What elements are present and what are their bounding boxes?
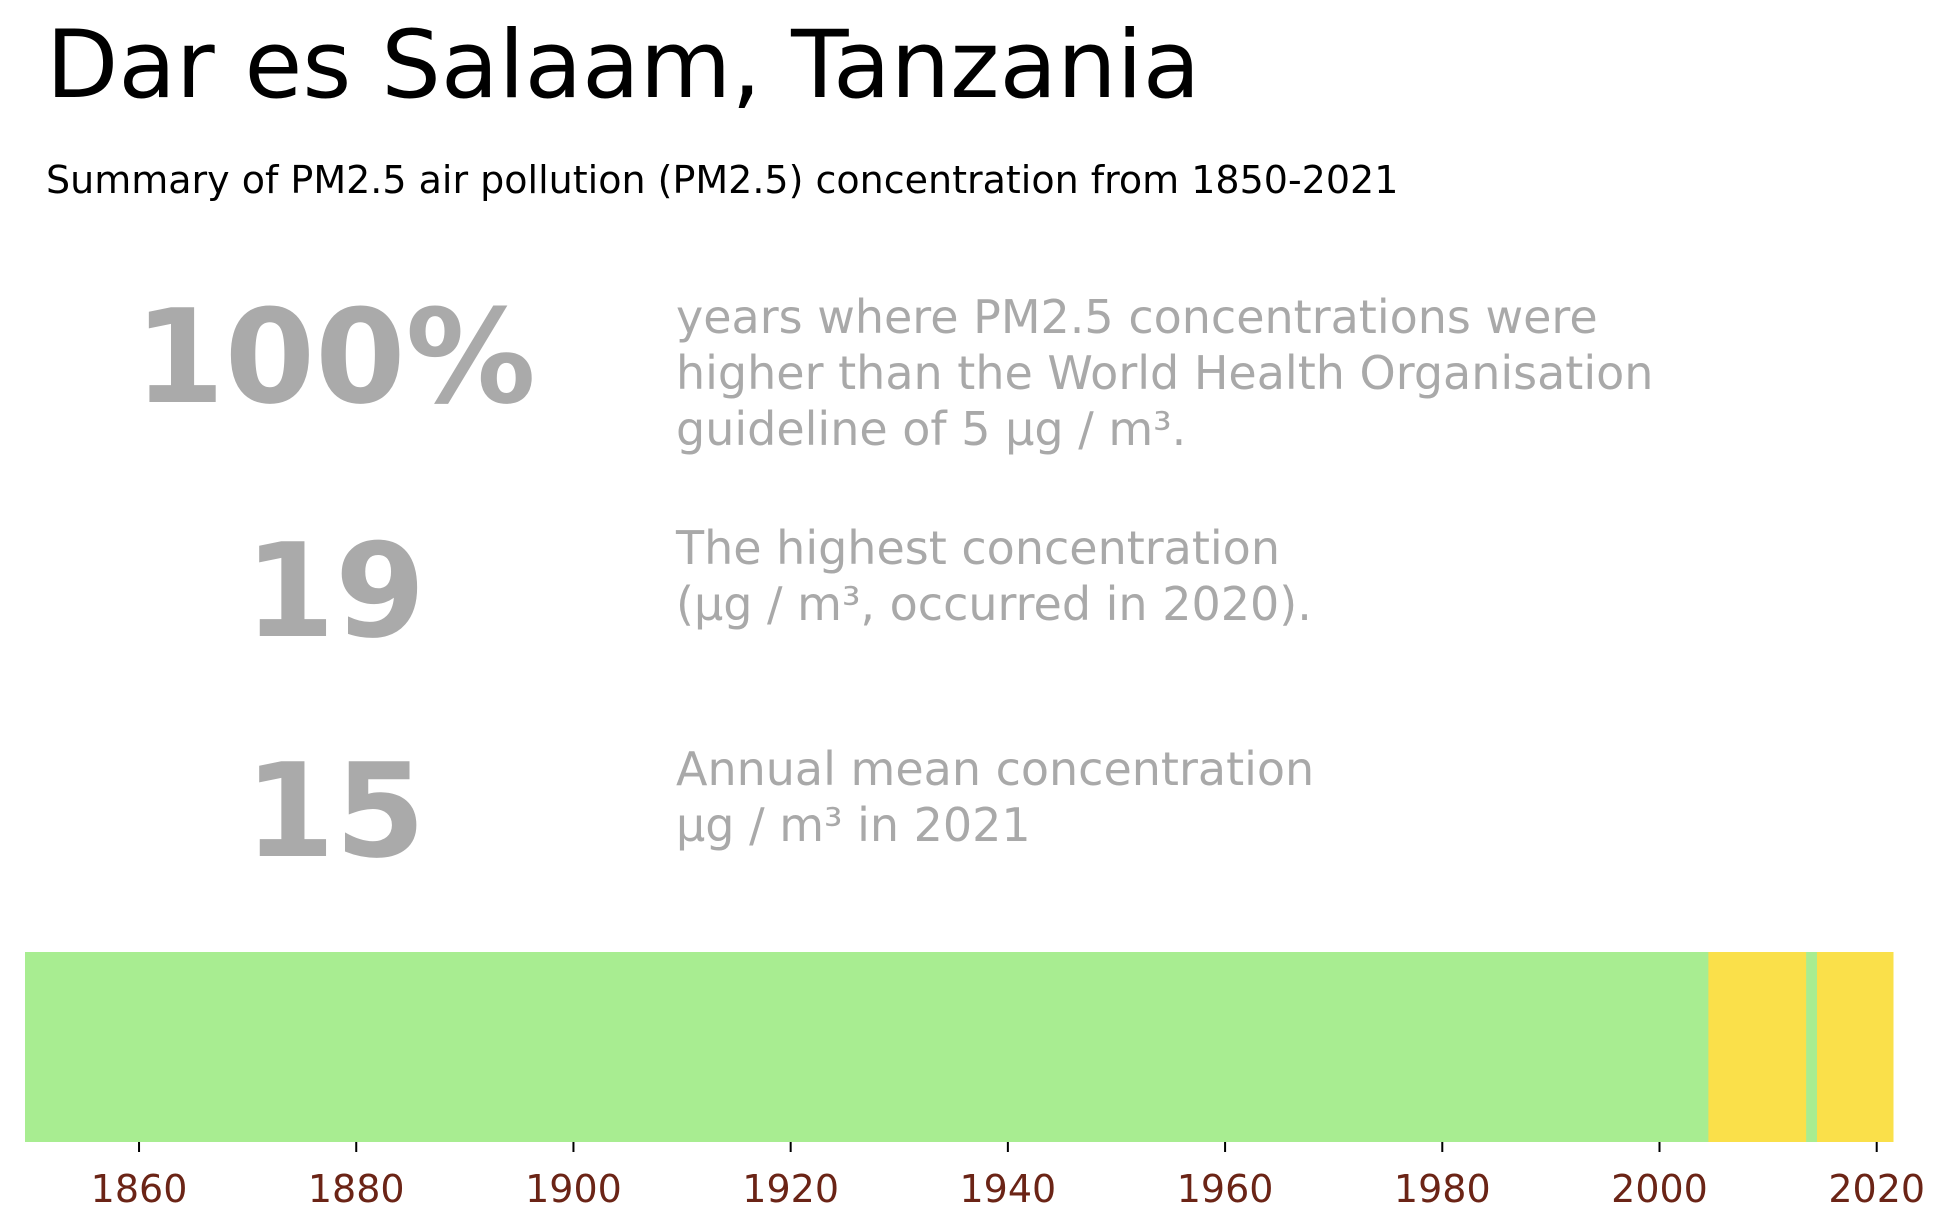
x-tick-label: 2020	[1828, 1167, 1925, 1211]
stat-percent-line: higher than the World Health Organisatio…	[676, 346, 1654, 400]
stripe-band-low	[1806, 952, 1818, 1142]
stat-percent-line: years where PM2.5 concentrations were	[676, 290, 1598, 344]
x-tick-label: 1860	[91, 1167, 188, 1211]
x-tick-label: 1980	[1394, 1167, 1491, 1211]
stat-highest-line: (μg / m³, occurred in 2020).	[676, 577, 1312, 631]
x-tick-label: 1960	[1177, 1167, 1274, 1211]
stat-percent-description: years where PM2.5 concentrations were hi…	[676, 289, 1653, 457]
x-tick-label: 1900	[525, 1167, 622, 1211]
stat-mean-description: Annual mean concentration μg / m³ in 202…	[676, 741, 1314, 853]
x-tick-label: 1920	[742, 1167, 839, 1211]
x-tick-label: 1880	[308, 1167, 405, 1211]
x-tick-label: 1940	[960, 1167, 1057, 1211]
stat-percent-line: guideline of 5 μg / m³.	[676, 402, 1187, 456]
stat-highest-description: The highest concentration (μg / m³, occu…	[676, 520, 1312, 632]
stat-mean-line: Annual mean concentration	[676, 742, 1315, 796]
page-subtitle: Summary of PM2.5 air pollution (PM2.5) c…	[46, 158, 1399, 202]
stat-highest-value: 19	[244, 515, 426, 667]
stripe-band-mid	[1708, 952, 1807, 1142]
stat-highest-line: The highest concentration	[676, 521, 1280, 575]
stat-mean-line: μg / m³ in 2021	[676, 798, 1031, 852]
stat-mean-value: 15	[244, 735, 426, 887]
page-title: Dar es Salaam, Tanzania	[46, 11, 1201, 120]
stripe-band-low	[25, 952, 1709, 1142]
stat-percent-value: 100%	[134, 281, 536, 433]
x-tick-label: 2000	[1611, 1167, 1708, 1211]
stripe-band-mid	[1816, 952, 1894, 1142]
